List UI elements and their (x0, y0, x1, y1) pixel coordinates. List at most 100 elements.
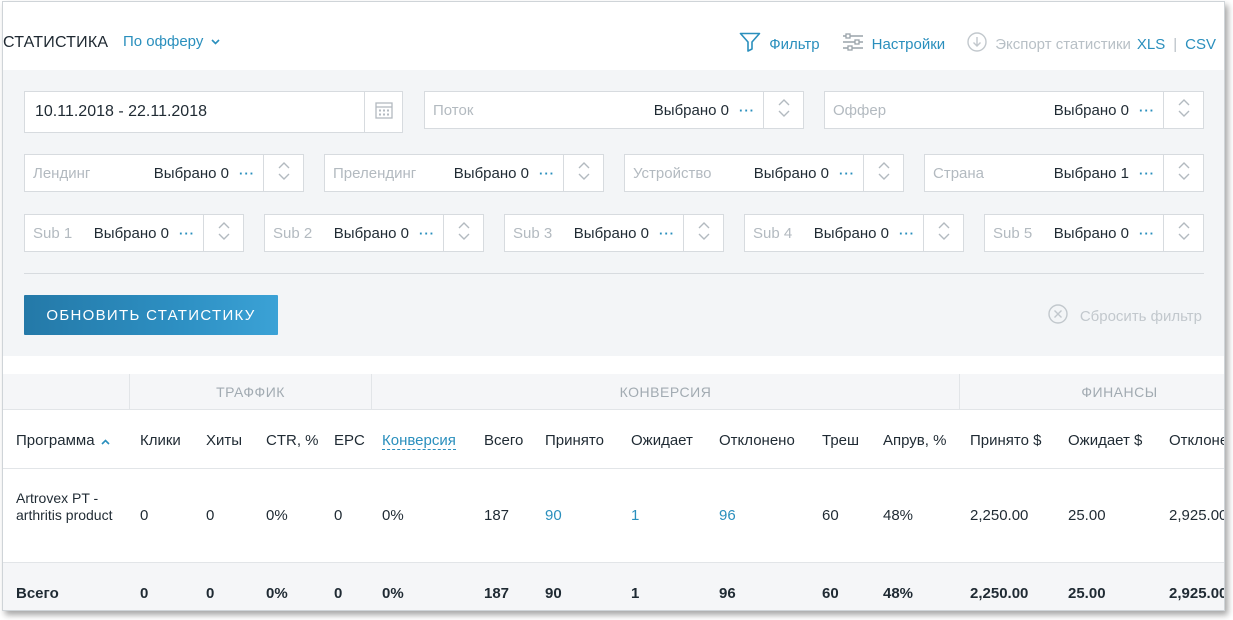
calendar-icon (374, 101, 393, 123)
totals-epc: 0 (334, 585, 343, 602)
landing-filter-spinner[interactable] (263, 155, 303, 191)
column-groups: ТРАФФИК КОНВЕРСИЯ ФИНАНСЫ (3, 374, 1224, 410)
col-accepted[interactable]: Принято (545, 432, 604, 449)
mode-dropdown[interactable]: По офферу (123, 33, 220, 50)
spinner-arrows-icon (777, 97, 791, 123)
row-rejected-link[interactable]: 96 (719, 507, 736, 524)
download-icon (967, 32, 987, 56)
row-ctr: 0% (266, 507, 288, 524)
col-pending[interactable]: Ожидает (631, 432, 693, 449)
header: СТАТИСТИКА По офферу Фильтр (3, 2, 1224, 70)
sub3-filter[interactable]: Sub 3 Выбрано 0 ··· (504, 214, 724, 252)
close-circle-icon (1048, 304, 1068, 328)
sub4-filter[interactable]: Sub 4 Выбрано 0 ··· (744, 214, 964, 252)
mode-label: По офферу (123, 33, 204, 50)
offer-filter[interactable]: Оффер Выбрано 0 ··· (824, 91, 1204, 129)
col-pending-usd[interactable]: Ожидает $ (1068, 432, 1143, 449)
filter-divider (24, 273, 1204, 274)
country-filter-spinner[interactable] (1163, 155, 1203, 191)
sub5-filter-more-icon[interactable]: ··· (1139, 225, 1155, 241)
chevron-down-icon (211, 36, 220, 48)
col-rejected[interactable]: Отклонено (719, 432, 795, 449)
stream-filter-more-icon[interactable]: ··· (739, 102, 755, 118)
device-filter[interactable]: Устройство Выбрано 0 ··· (624, 154, 904, 192)
prelanding-filter-spinner[interactable] (563, 155, 603, 191)
page-title: СТАТИСТИКА (3, 34, 109, 51)
sub2-filter-selected: Выбрано 0 (333, 224, 409, 242)
reset-filter-label: Сбросить фильтр (1079, 307, 1202, 325)
sub5-filter-spinner[interactable] (1163, 215, 1203, 251)
col-accepted-usd[interactable]: Принято $ (970, 432, 1042, 449)
date-range-field[interactable]: 10.11.2018 - 22.11.2018 (24, 91, 403, 133)
row-accepted-link[interactable]: 90 (545, 507, 562, 524)
row-program: Artrovex PT - arthritis product (16, 490, 113, 523)
reset-filter-button[interactable]: Сбросить фильтр (1048, 304, 1202, 328)
col-program[interactable]: Программа (16, 432, 110, 449)
col-epc[interactable]: EPC (334, 432, 365, 449)
totals-ctr: 0% (266, 585, 288, 602)
device-filter-spinner[interactable] (863, 155, 903, 191)
col-rejected-usd[interactable]: Отклонено $ (1169, 432, 1224, 449)
sub1-filter-more-icon[interactable]: ··· (179, 225, 195, 241)
export-stats: Экспорт статистики (967, 32, 1131, 56)
sub3-filter-spinner[interactable] (683, 215, 723, 251)
sub3-filter-more-icon[interactable]: ··· (659, 225, 675, 241)
row-trash: 60 (822, 507, 839, 524)
stream-filter[interactable]: Поток Выбрано 0 ··· (424, 91, 804, 129)
prelanding-filter[interactable]: Прелендинг Выбрано 0 ··· (324, 154, 604, 192)
sub3-filter-placeholder: Sub 3 (513, 224, 553, 242)
update-stats-button[interactable]: ОБНОВИТЬ СТАТИСТИКУ (24, 295, 278, 335)
export-label: Экспорт статистики (995, 35, 1131, 53)
spinner-arrows-icon (937, 220, 951, 246)
sub5-filter[interactable]: Sub 5 Выбрано 0 ··· (984, 214, 1204, 252)
sub1-filter-spinner[interactable] (203, 215, 243, 251)
sub2-filter-more-icon[interactable]: ··· (419, 225, 435, 241)
export-csv-link[interactable]: CSV (1185, 35, 1216, 53)
filter-icon (739, 32, 761, 56)
sub3-filter-selected: Выбрано 0 (573, 224, 649, 242)
row-clicks: 0 (140, 507, 149, 524)
export-xls-link[interactable]: XLS (1136, 35, 1166, 53)
row-pending-link[interactable]: 1 (631, 507, 640, 524)
offer-filter-more-icon[interactable]: ··· (1139, 102, 1155, 118)
group-finance: ФИНАНСЫ (959, 374, 1224, 410)
country-filter[interactable]: Страна Выбрано 1 ··· (924, 154, 1204, 192)
landing-filter-more-icon[interactable]: ··· (239, 165, 255, 181)
landing-filter[interactable]: Лендинг Выбрано 0 ··· (24, 154, 304, 192)
device-filter-placeholder: Устройство (633, 164, 712, 182)
offer-filter-spinner[interactable] (1163, 92, 1203, 128)
row-rejected-usd: 2,925.00 (1169, 507, 1225, 524)
country-filter-selected: Выбрано 1 (1053, 164, 1129, 182)
col-clicks[interactable]: Клики (140, 432, 181, 449)
sub2-filter[interactable]: Sub 2 Выбрано 0 ··· (264, 214, 484, 252)
prelanding-filter-more-icon[interactable]: ··· (539, 165, 555, 181)
stream-filter-placeholder: Поток (433, 101, 474, 119)
col-total[interactable]: Всего (484, 432, 524, 449)
stream-filter-spinner[interactable] (763, 92, 803, 128)
col-approve[interactable]: Апрув, % (883, 432, 947, 449)
device-filter-more-icon[interactable]: ··· (839, 165, 855, 181)
filter-button[interactable]: Фильтр (739, 32, 820, 56)
col-ctr[interactable]: CTR, % (266, 432, 319, 449)
group-traffic: ТРАФФИК (129, 374, 371, 410)
row-hits: 0 (206, 507, 215, 524)
col-conversion[interactable]: Конверсия (382, 432, 456, 450)
col-trash[interactable]: Треш (822, 432, 860, 449)
sub1-filter[interactable]: Sub 1 Выбрано 0 ··· (24, 214, 244, 252)
header-divider (3, 468, 1224, 469)
totals-rejected-usd: 2,925.00 (1169, 585, 1225, 602)
totals-rejected: 96 (719, 585, 736, 602)
filter-label: Фильтр (769, 35, 820, 53)
spinner-arrows-icon (877, 160, 891, 186)
calendar-button[interactable] (364, 92, 402, 132)
spinner-arrows-icon (217, 220, 231, 246)
settings-button[interactable]: Настройки (842, 33, 945, 55)
totals-pending: 1 (631, 585, 640, 602)
sort-asc-icon[interactable] (101, 436, 110, 448)
sub2-filter-spinner[interactable] (443, 215, 483, 251)
row-total: 187 (484, 507, 510, 524)
col-hits[interactable]: Хиты (206, 432, 243, 449)
sub4-filter-spinner[interactable] (923, 215, 963, 251)
country-filter-more-icon[interactable]: ··· (1139, 165, 1155, 181)
sub4-filter-more-icon[interactable]: ··· (899, 225, 915, 241)
